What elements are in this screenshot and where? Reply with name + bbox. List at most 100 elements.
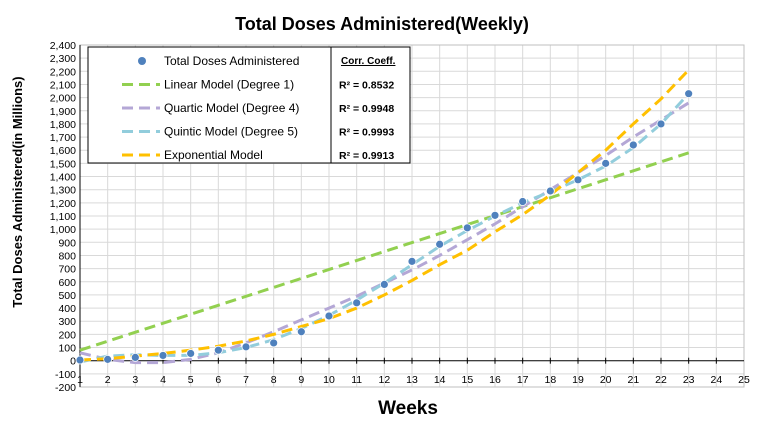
x-tick-label: 24 <box>710 374 722 386</box>
data-point <box>490 210 500 220</box>
data-points <box>75 89 694 365</box>
model-line <box>79 151 690 352</box>
data-point <box>103 354 113 364</box>
y-tick-label: 600 <box>58 277 76 289</box>
legend-label: Quintic Model (Degree 5) <box>164 125 298 139</box>
x-tick-label: 8 <box>271 374 277 386</box>
y-tick-label: -200 <box>55 382 76 394</box>
y-tick-label: 2,300 <box>50 53 76 65</box>
data-point <box>296 327 306 337</box>
x-tick-label: 16 <box>489 374 501 386</box>
data-point <box>352 298 362 308</box>
model-line <box>79 68 690 362</box>
x-tick-label: 12 <box>378 374 390 386</box>
y-tick-label: 200 <box>58 329 76 341</box>
data-point <box>462 223 472 233</box>
legend-label: Exponential Model <box>164 148 263 162</box>
y-tick-label: -100 <box>55 369 76 381</box>
y-tick-label: 1,400 <box>50 172 76 184</box>
legend-label: Linear Model (Degree 1) <box>164 78 294 92</box>
data-point <box>213 345 223 355</box>
x-tick-label: 5 <box>188 374 194 386</box>
legend-label: Quartic Model (Degree 4) <box>164 101 299 115</box>
x-tick-label: 9 <box>298 374 304 386</box>
y-tick-label: 0 <box>70 356 76 368</box>
legend-box <box>87 46 411 164</box>
data-point <box>518 197 528 206</box>
x-tick-label: 25 <box>738 374 750 386</box>
y-tick-label: 1,300 <box>50 185 76 197</box>
x-tick-label: 2 <box>105 374 111 386</box>
data-point <box>241 342 251 352</box>
data-point <box>186 349 196 358</box>
x-tick-label: 13 <box>406 374 418 386</box>
y-tick-label: 2,200 <box>50 66 76 78</box>
y-tick-label: 500 <box>58 290 76 302</box>
x-tick-label: 4 <box>160 374 166 386</box>
x-tick-label: 1 <box>77 374 83 386</box>
x-tick-label: 6 <box>215 374 221 386</box>
x-tick-label: 7 <box>243 374 249 386</box>
x-tick-label: 14 <box>434 374 446 386</box>
chart-title: Total Doses Administered(Weekly) <box>235 14 529 34</box>
data-point <box>130 353 140 362</box>
x-tick-label: 18 <box>544 374 556 386</box>
y-tick-label: 1,600 <box>50 145 76 157</box>
x-tick-label: 10 <box>323 374 335 386</box>
legend-r2: R² = 0.9913 <box>339 150 394 162</box>
y-tick-label: 400 <box>58 303 76 315</box>
model-lines <box>79 68 690 365</box>
legend-marker <box>138 57 146 65</box>
y-tick-label: 1,800 <box>50 119 76 131</box>
legend-r2: R² = 0.8532 <box>339 80 394 92</box>
x-tick-label: 23 <box>683 374 695 386</box>
y-tick-label: 2,400 <box>50 40 76 52</box>
x-tick-label: 21 <box>627 374 639 386</box>
legend-header: Corr. Coeff. <box>341 56 396 67</box>
y-tick-label: 700 <box>58 264 76 276</box>
data-point <box>407 256 417 266</box>
x-tick-label: 17 <box>517 374 529 386</box>
data-point <box>75 355 85 365</box>
y-tick-label: 300 <box>58 316 76 328</box>
legend-label: Total Doses Administered <box>164 54 299 68</box>
data-point <box>545 186 555 196</box>
y-tick-label: 1,200 <box>50 198 76 210</box>
y-tick-label: 900 <box>58 237 76 249</box>
x-tick-label: 20 <box>600 374 612 386</box>
x-tick-label: 19 <box>572 374 584 386</box>
data-point <box>435 239 445 249</box>
data-point <box>379 279 389 289</box>
legend: Corr. Coeff. Total Doses Administered Lin… <box>87 46 411 164</box>
data-point <box>656 119 666 129</box>
x-tick-label: 11 <box>351 374 362 386</box>
data-point <box>601 158 611 168</box>
y-tick-label: 1,700 <box>50 132 76 144</box>
model-line <box>79 92 690 364</box>
legend-r2: R² = 0.9948 <box>339 103 394 115</box>
x-tick-labels: 1 2 3 4 5 6 7 8 9 10 11 12 13 14 15 16 17 18 19 20 21 22 23 24 2… <box>77 374 750 386</box>
y-tick-label: 1,100 <box>50 211 76 223</box>
y-tick-label: 2,000 <box>50 93 76 105</box>
data-point <box>628 140 638 150</box>
data-point <box>158 351 168 360</box>
y-tick-label: 1,500 <box>50 158 76 170</box>
data-point <box>324 311 334 321</box>
y-tick-label: 100 <box>58 343 76 355</box>
legend-items: Total Doses Administered Linear Model (De… <box>122 54 394 162</box>
data-point <box>269 338 279 348</box>
x-tick-label: 22 <box>655 374 667 386</box>
x-axis-label: Weeks <box>378 398 438 419</box>
data-point <box>573 175 583 185</box>
y-tick-label: 1,900 <box>50 106 76 118</box>
y-tick-label: 2,100 <box>50 79 76 91</box>
x-tick-label: 3 <box>132 374 138 386</box>
y-tick-label: 1,000 <box>50 224 76 236</box>
y-tick-label: 800 <box>58 250 76 262</box>
x-tick-label: 15 <box>461 374 473 386</box>
legend-r2: R² = 0.9993 <box>339 127 394 139</box>
data-point <box>684 89 694 99</box>
y-axis-label: Total Doses Administered(in Millions) <box>10 76 25 307</box>
